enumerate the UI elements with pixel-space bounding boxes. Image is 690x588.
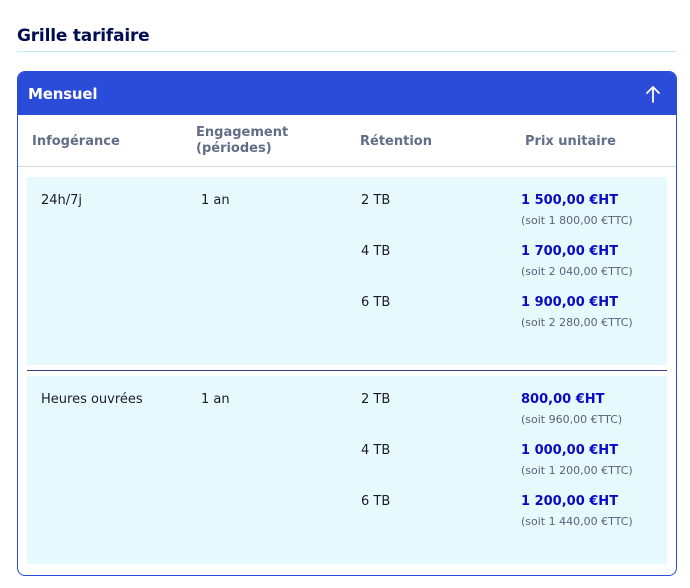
price-cell: 1 000,00 €HT (soit 1 200,00 €TTC) (521, 443, 633, 478)
card-header-label: Mensuel (28, 84, 98, 103)
arrow-up-icon[interactable] (644, 84, 662, 104)
section-title: Grille tarifaire (17, 26, 150, 46)
retention-cell: 2 TB (361, 193, 391, 208)
price-ht: 1 700,00 €HT (521, 244, 619, 259)
title-divider (17, 51, 677, 52)
price-cell: 1 500,00 €HT (soit 1 800,00 €TTC) (521, 193, 633, 228)
group-divider (27, 370, 667, 371)
column-header-retention: Rétention (360, 134, 432, 149)
engagement-cell: 1 an (201, 392, 230, 407)
price-cell: 1 700,00 €HT (soit 2 040,00 €TTC) (521, 244, 633, 279)
price-ht: 1 500,00 €HT (521, 193, 619, 208)
price-ttc: (soit 2 280,00 €TTC) (521, 316, 633, 329)
column-header-infogerance: Infogérance (32, 134, 120, 149)
engagement-cell: 1 an (201, 193, 230, 208)
pricing-card: Mensuel Infogérance Engagement (périodes… (17, 71, 677, 576)
retention-cell: 2 TB (361, 392, 391, 407)
table-row-group: Heures ouvrées 1 an 2 TB 800,00 €HT (soi… (27, 376, 667, 564)
price-cell: 1 200,00 €HT (soit 1 440,00 €TTC) (521, 494, 633, 529)
table-header: Infogérance Engagement (périodes) Rétent… (18, 115, 676, 167)
infogerance-cell: Heures ouvrées (41, 392, 143, 407)
price-ttc: (soit 2 040,00 €TTC) (521, 265, 633, 278)
price-cell: 1 900,00 €HT (soit 2 280,00 €TTC) (521, 295, 633, 330)
price-cell: 800,00 €HT (soit 960,00 €TTC) (521, 392, 622, 427)
price-ht: 1 900,00 €HT (521, 295, 619, 310)
price-ttc: (soit 1 800,00 €TTC) (521, 214, 633, 227)
retention-cell: 4 TB (361, 244, 391, 259)
price-ht: 1 000,00 €HT (521, 443, 619, 458)
table-row-group: 24h/7j 1 an 2 TB 1 500,00 €HT (soit 1 80… (27, 177, 667, 365)
price-ttc: (soit 1 440,00 €TTC) (521, 515, 633, 528)
retention-cell: 6 TB (361, 494, 391, 509)
infogerance-cell: 24h/7j (41, 193, 83, 208)
price-ht: 800,00 €HT (521, 392, 605, 407)
column-header-prix: Prix unitaire (525, 134, 616, 149)
column-header-engagement: Engagement (périodes) (196, 125, 289, 156)
price-ht: 1 200,00 €HT (521, 494, 619, 509)
price-ttc: (soit 960,00 €TTC) (521, 413, 623, 426)
retention-cell: 6 TB (361, 295, 391, 310)
card-header-toggle[interactable]: Mensuel (18, 72, 676, 115)
price-ttc: (soit 1 200,00 €TTC) (521, 464, 633, 477)
retention-cell: 4 TB (361, 443, 391, 458)
